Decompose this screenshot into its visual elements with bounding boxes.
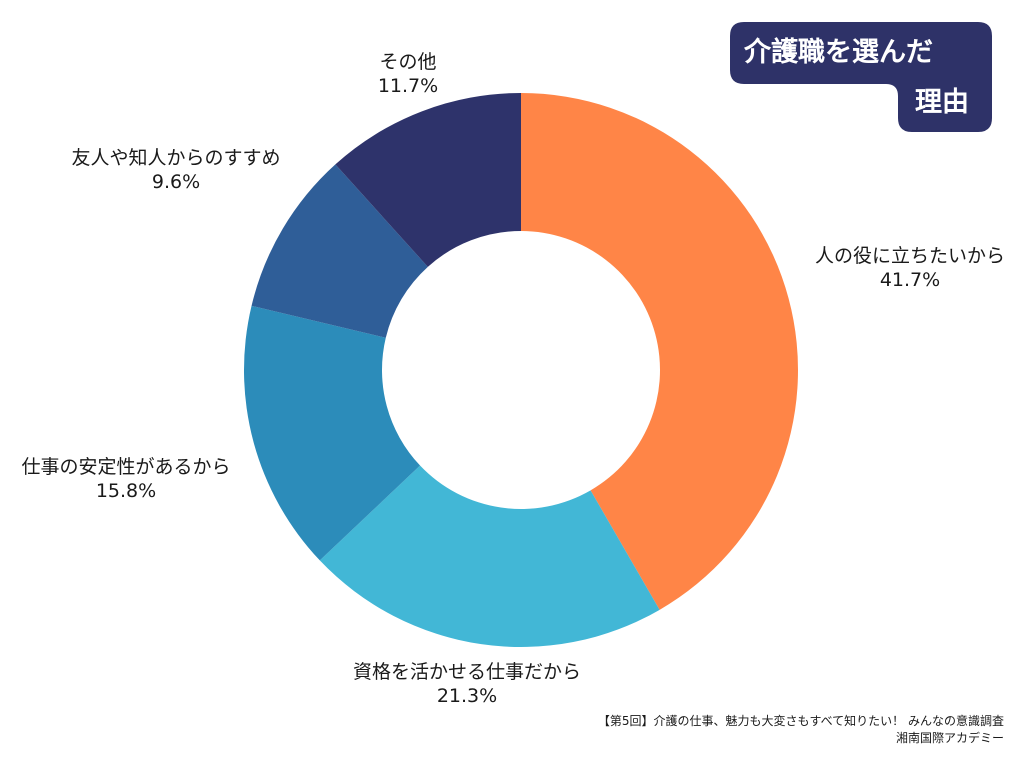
slice-label-2: 仕事の安定性があるから 15.8% bbox=[21, 455, 230, 503]
slice-label-0-value: 41.7% bbox=[879, 269, 941, 291]
slice-label-4-name: その他 bbox=[379, 51, 437, 73]
donut-slice-1 bbox=[319, 465, 660, 648]
slice-label-4-value: 11.7% bbox=[377, 75, 439, 97]
slice-label-1-value: 21.3% bbox=[436, 685, 498, 707]
source-line-1: 【第5回】介護の仕事、魅力も大変さもすべて知りたい！ みんなの意識調査 bbox=[597, 714, 1004, 728]
slice-label-3-name: 友人や知人からのすすめ bbox=[71, 147, 281, 169]
slice-label-2-name: 仕事の安定性があるから bbox=[21, 456, 231, 478]
slice-label-3-value: 9.6% bbox=[151, 171, 201, 193]
donut-slice-0 bbox=[521, 93, 798, 610]
donut-slice-4 bbox=[335, 93, 521, 267]
slice-label-2-value: 15.8% bbox=[95, 480, 157, 502]
title-badge bbox=[730, 22, 992, 132]
source-line-2: 湘南国際アカデミー bbox=[895, 731, 1004, 745]
donut-slices bbox=[243, 93, 798, 648]
source-note: 【第5回】介護の仕事、魅力も大変さもすべて知りたい！ みんなの意識調査 湘南国際… bbox=[598, 713, 1004, 747]
slice-label-3: 友人や知人からのすすめ 9.6% bbox=[71, 146, 280, 194]
donut-slice-3 bbox=[251, 164, 428, 338]
donut-slice-2 bbox=[243, 305, 421, 561]
slice-label-4: その他 11.7% bbox=[378, 50, 438, 98]
slice-label-1-name: 資格を活かせる仕事だから bbox=[352, 661, 582, 683]
slice-label-1: 資格を活かせる仕事だから 21.3% bbox=[353, 660, 581, 708]
slice-label-0: 人の役に立ちたいから 41.7% bbox=[815, 244, 1005, 292]
slice-label-0-name: 人の役に立ちたいから bbox=[814, 245, 1006, 267]
